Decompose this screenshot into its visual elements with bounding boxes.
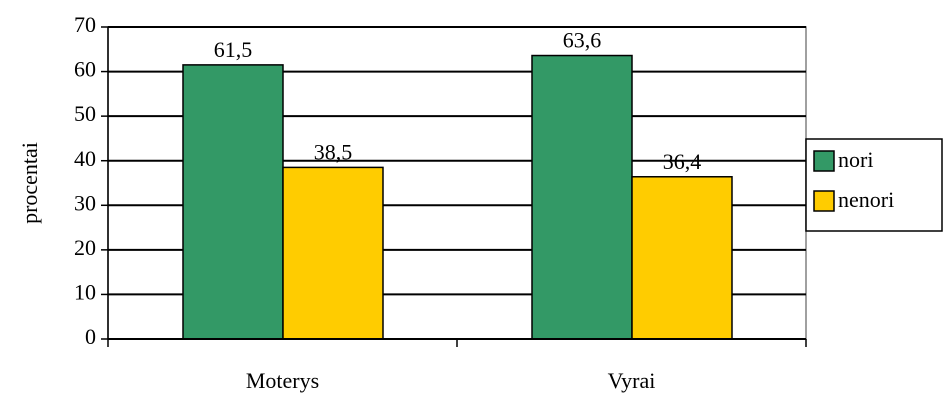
data-label: 36,4 [663, 149, 702, 174]
axes [101, 26, 807, 347]
legend-swatch-nenori [813, 190, 835, 212]
bar-nenori-Vyrai [631, 176, 733, 340]
category-label: Moterys [246, 368, 319, 393]
category-labels: Moterys Vyrai [246, 368, 655, 393]
data-label: 38,5 [314, 139, 353, 164]
y-tick-label: 40 [74, 146, 96, 171]
data-label: 63,6 [563, 28, 602, 53]
y-tick-label: 10 [74, 279, 96, 304]
bar-nori-Moterys [182, 64, 284, 340]
y-tick-label: 0 [85, 324, 96, 349]
y-tick-label: 70 [74, 12, 96, 37]
y-axis-label: procentai [17, 142, 42, 224]
data-label: 61,5 [214, 37, 253, 62]
data-labels: 61,5 38,5 63,6 36,4 [214, 28, 702, 174]
y-tick-label: 50 [74, 101, 96, 126]
y-tick-label: 20 [74, 235, 96, 260]
legend-label: nenori [838, 187, 894, 212]
bars [182, 54, 733, 340]
y-tick-label: 60 [74, 57, 96, 82]
y-tick-label: 30 [74, 190, 96, 215]
bar-nenori-Moterys [282, 166, 384, 340]
legend: nori nenori [805, 138, 943, 232]
bar-nori-Vyrai [531, 54, 633, 340]
category-label: Vyrai [608, 368, 656, 393]
y-tick-labels: 0 10 20 30 40 50 60 70 [74, 12, 96, 349]
legend-swatch-nori [813, 150, 835, 172]
legend-label: nori [838, 147, 873, 172]
